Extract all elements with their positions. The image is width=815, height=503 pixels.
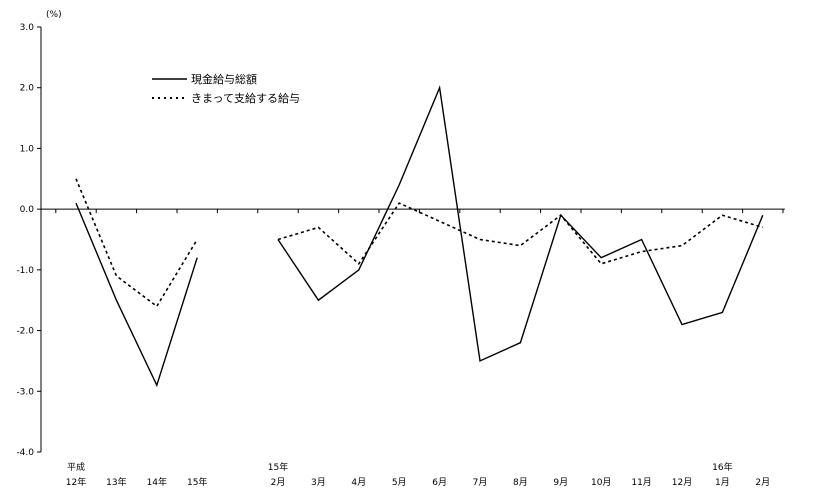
x-tick-label: 13年 [106,476,126,488]
x-tick-label: 11月 [631,477,651,488]
x-tick-label: 10月 [591,477,611,488]
x-tick-label: 14年 [147,476,167,488]
series-line-total-wages [75,202,198,388]
y-tick-label: 3.0 [20,23,35,33]
x-tick-label: 5月 [392,477,407,488]
legend-label-regular-pay: きまって支給する給与 [191,91,300,105]
y-tick-label: 2.0 [20,84,35,94]
x-tick-label-top: 15年 [268,461,288,473]
x-tick-label: 7月 [473,477,488,488]
legend-label-total-wages: 現金給与総額 [191,72,257,86]
y-tick-label: -2.0 [16,327,34,337]
x-tick-label: 4月 [351,477,366,488]
x-tick-group [55,209,784,214]
x-tick-label: 6月 [432,477,447,488]
x-tick-label: 15年 [187,476,207,488]
series-line-regular-pay [277,202,764,266]
x-tick-label: 8月 [513,477,528,488]
y-tick-label: 1.0 [20,144,35,154]
legend: 現金給与総額 きまって支給する給与 [152,72,300,105]
y-tick-label: -1.0 [16,266,34,276]
x-tick-label: 2月 [271,477,286,488]
y-tick-label: -3.0 [16,387,34,397]
y-tick-group: 3.0 2.0 1.0 0.0 -1.0 -2.0 -3.0 -4.0 [16,23,41,458]
series-group [75,85,764,388]
y-tick-label: 0.0 [20,205,35,215]
x-label-group: 平成 12年 13年 14年 15年 15年 2月 3月 4月 5月 6月 7月 8月 9月 10月 11月 1… [66,461,770,488]
x-tick-label: 12月 [672,477,692,488]
y-unit-label: (%) [46,10,62,20]
x-tick-label-top: 16年 [712,461,732,473]
series-line-regular-pay [75,178,198,308]
x-tick-label-top: 平成 [67,461,85,473]
x-tick-label: 3月 [311,477,326,488]
series-line-total-wages [277,85,764,362]
x-tick-label: 12年 [66,476,86,488]
x-tick-label: 2月 [755,477,770,488]
x-tick-label: 1月 [715,477,730,488]
y-tick-label: -4.0 [16,448,34,458]
x-tick-label: 9月 [553,477,568,488]
